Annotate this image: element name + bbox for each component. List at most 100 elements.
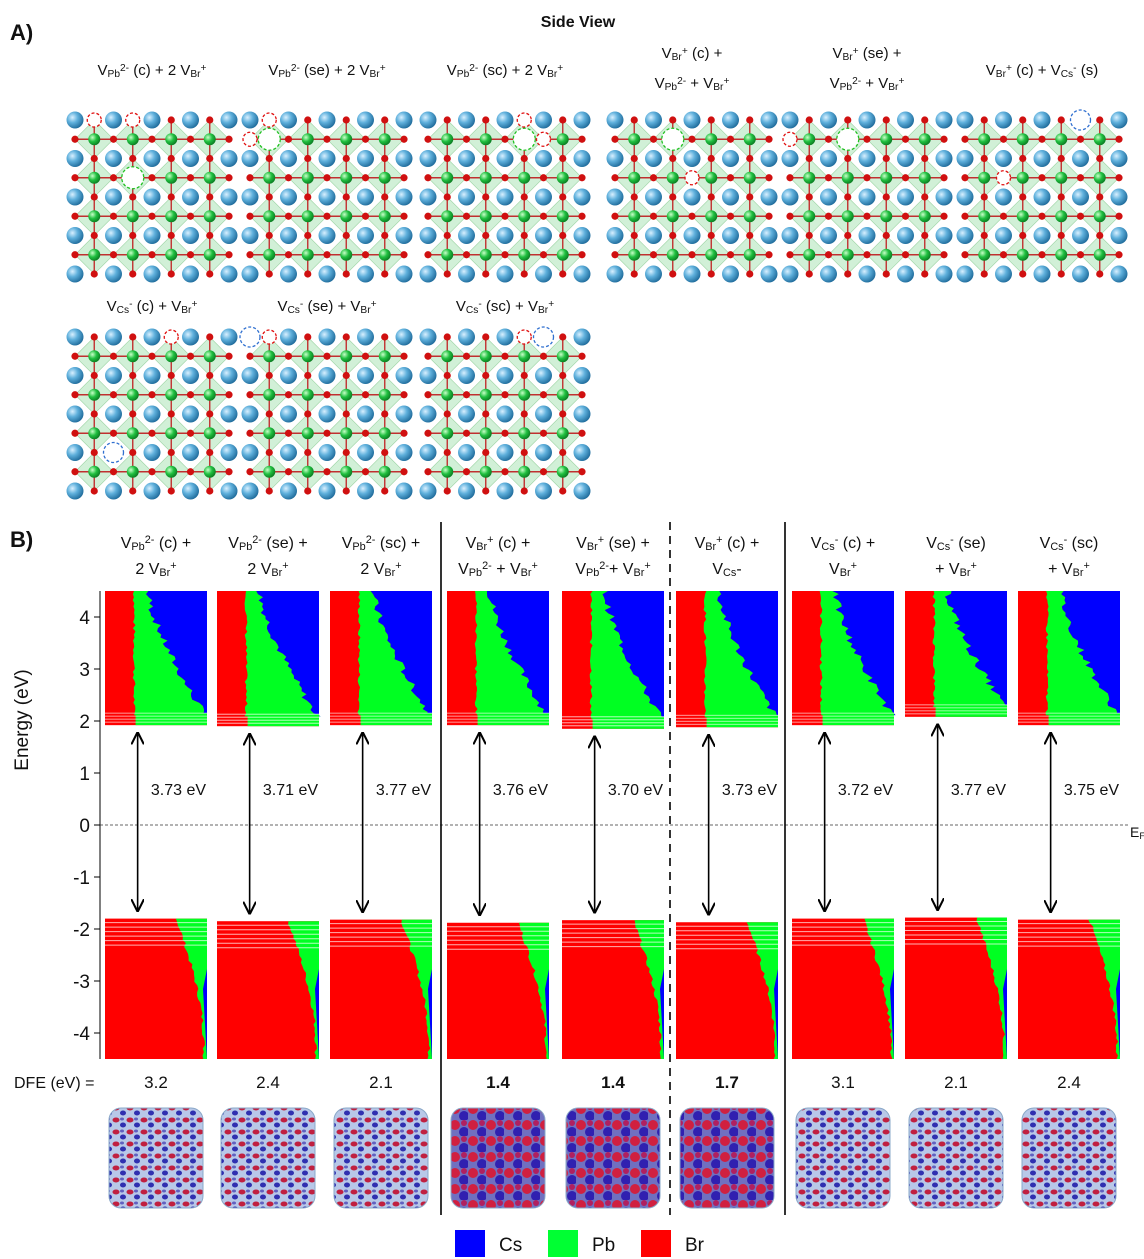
br-atom xyxy=(343,193,350,200)
crystal-structure xyxy=(420,327,591,500)
cs-atom xyxy=(420,266,437,283)
label-text: V xyxy=(456,298,466,315)
cs-atom xyxy=(684,266,701,283)
cs-atom xyxy=(182,367,199,384)
label-sub: Cs xyxy=(287,305,299,316)
conduction-band xyxy=(330,591,432,725)
label-sup: 2- xyxy=(145,534,155,546)
label-sub: Pb xyxy=(108,69,121,80)
pb-atom xyxy=(628,133,640,145)
br-atom xyxy=(1058,155,1065,162)
br-atom xyxy=(206,372,213,379)
br-atom xyxy=(1077,136,1084,143)
cs-atom xyxy=(782,266,799,283)
br-atom xyxy=(578,353,585,360)
cs-atom xyxy=(1072,189,1089,206)
label-line: VPb2- + VBr+ xyxy=(458,560,538,579)
label-sub: Br xyxy=(547,69,558,80)
cs-atom xyxy=(497,329,514,346)
br-atom xyxy=(961,213,968,220)
label-line: VPb2- (se) + xyxy=(228,534,307,553)
br-atom xyxy=(540,468,547,475)
cs-atom xyxy=(242,367,259,384)
pb-atom xyxy=(880,210,892,222)
br-atom xyxy=(444,193,451,200)
conduction-band xyxy=(562,591,664,729)
legend-swatch xyxy=(641,1230,671,1257)
label-sub: Cs xyxy=(1050,541,1064,553)
legend-label: Br xyxy=(685,1235,705,1256)
cs-atom xyxy=(319,329,336,346)
crystal-structure xyxy=(957,110,1128,283)
br-atom xyxy=(708,116,715,123)
vacancy xyxy=(262,330,276,344)
br-atom xyxy=(71,468,78,475)
br-atom xyxy=(1077,174,1084,181)
cs-atom xyxy=(357,444,374,461)
br-atom xyxy=(669,116,676,123)
br-atom xyxy=(883,155,890,162)
pb-atom xyxy=(204,427,216,439)
br-atom xyxy=(304,155,311,162)
br-atom xyxy=(381,155,388,162)
br-atom xyxy=(424,213,431,220)
cs-atom xyxy=(221,329,238,346)
br-atom xyxy=(206,232,213,239)
pb-atom xyxy=(204,133,216,145)
pb-atom xyxy=(557,389,569,401)
cs-atom xyxy=(105,112,122,129)
cs-atom xyxy=(144,483,161,500)
cs-atom xyxy=(105,367,122,384)
br-atom xyxy=(540,174,547,181)
br-atom xyxy=(148,468,155,475)
label-text: V xyxy=(447,62,457,79)
label-sub: Pb xyxy=(131,541,144,553)
br-atom xyxy=(304,232,311,239)
label-text: V xyxy=(342,535,353,552)
label-line: VPb2- (c) + 2 VBr+ xyxy=(98,62,207,80)
cs-atom xyxy=(820,112,837,129)
br-atom xyxy=(1019,155,1026,162)
br-atom xyxy=(129,270,136,277)
br-atom xyxy=(540,430,547,437)
br-atom xyxy=(206,410,213,417)
br-atom xyxy=(187,391,194,398)
label-sub: Br xyxy=(1073,567,1084,579)
br-atom xyxy=(304,410,311,417)
br-atom xyxy=(225,430,232,437)
br-atom xyxy=(578,251,585,258)
orbital-image xyxy=(1022,1108,1116,1208)
br-atom xyxy=(521,410,528,417)
cs-atom xyxy=(458,189,475,206)
label-text: V xyxy=(986,62,996,79)
br-atom xyxy=(844,193,851,200)
legend-label: Cs xyxy=(499,1235,522,1256)
br-atom xyxy=(400,251,407,258)
cs-atom xyxy=(722,266,739,283)
br-atom xyxy=(708,232,715,239)
br-atom xyxy=(285,213,292,220)
label-sup: 2- xyxy=(599,560,609,572)
legend-swatch xyxy=(548,1230,578,1257)
label-sup: + xyxy=(851,560,857,572)
cs-atom xyxy=(420,227,437,244)
br-atom xyxy=(940,136,947,143)
br-atom xyxy=(940,174,947,181)
br-atom xyxy=(463,251,470,258)
crystal-structure xyxy=(242,112,413,283)
dfe-value: 2.1 xyxy=(369,1073,393,1092)
label-text: 2 V xyxy=(360,561,384,578)
conduction-band xyxy=(905,591,1007,717)
pb-atom xyxy=(1094,133,1106,145)
pb-atom xyxy=(302,427,314,439)
orbital-image xyxy=(566,1108,660,1208)
pb-atom xyxy=(803,210,815,222)
pb-atom xyxy=(127,389,139,401)
br-atom xyxy=(187,251,194,258)
br-atom xyxy=(611,251,618,258)
br-atom xyxy=(501,251,508,258)
valence-band xyxy=(217,921,319,1059)
vacancy xyxy=(1071,110,1091,130)
pb-atom xyxy=(1017,210,1029,222)
pb-atom xyxy=(480,350,492,362)
